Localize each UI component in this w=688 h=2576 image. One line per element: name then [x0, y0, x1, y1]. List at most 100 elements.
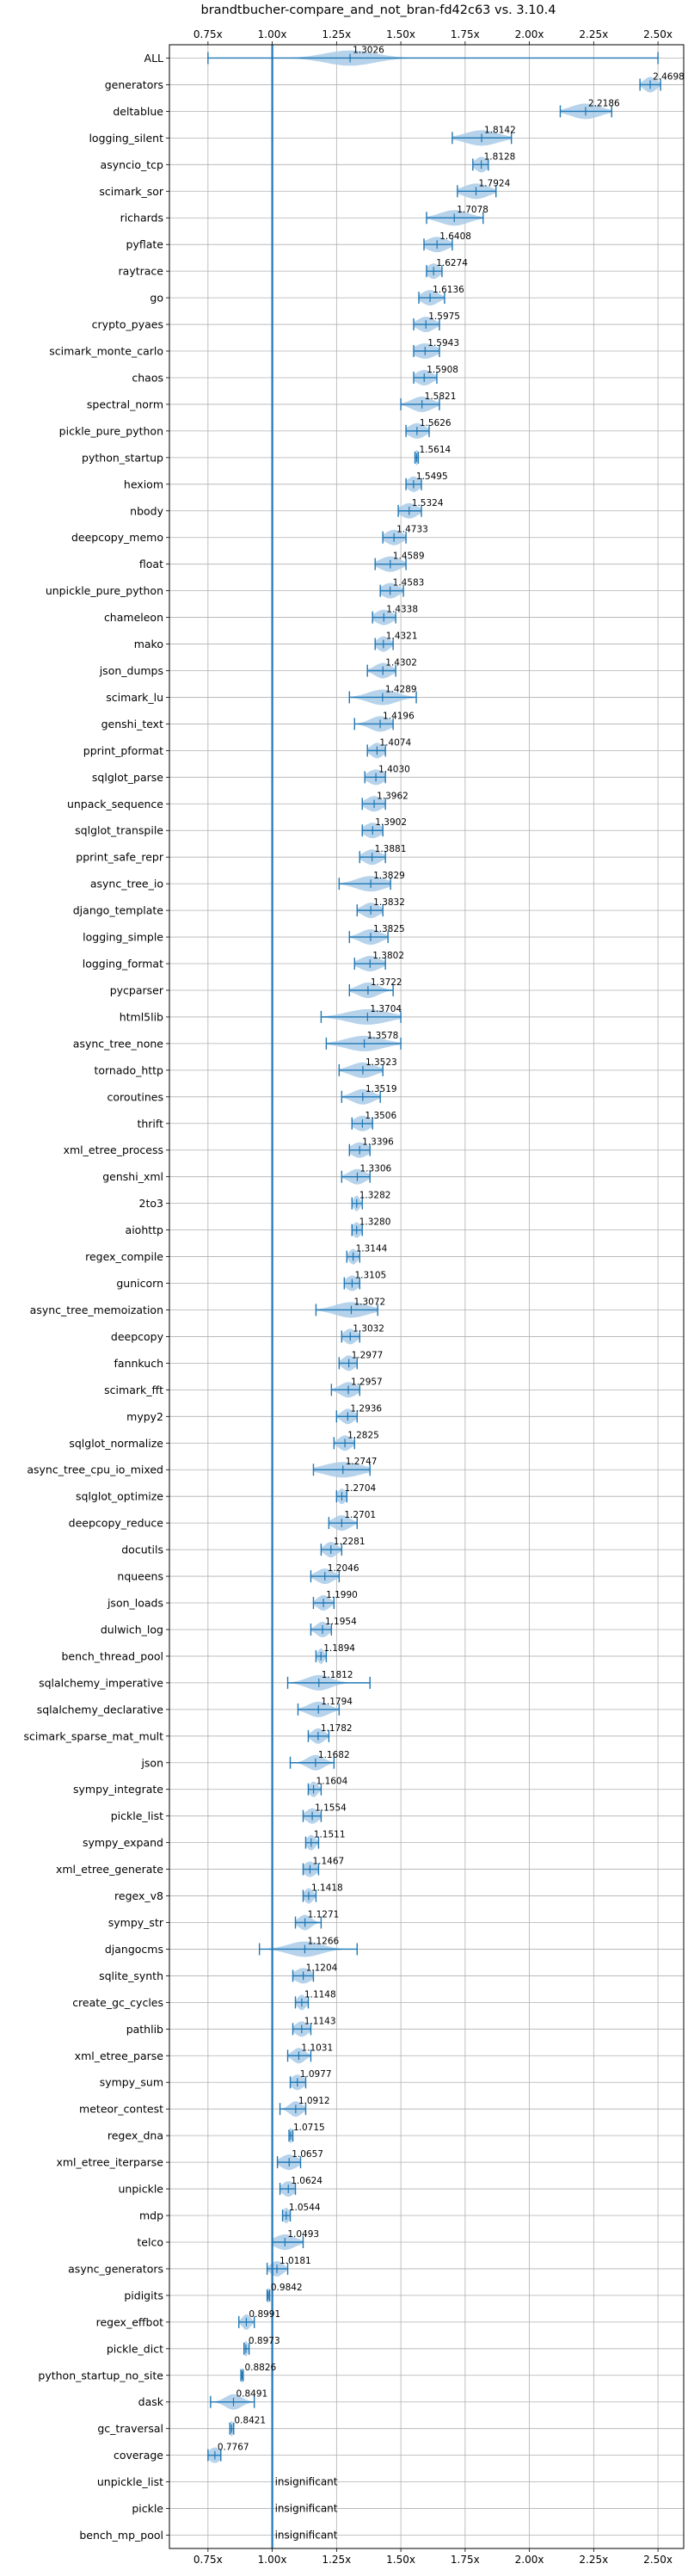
value-label: 0.8491	[236, 2389, 267, 2400]
y-tick-label: sqlglot_normalize	[69, 1437, 163, 1450]
y-tick-label: unpickle_pure_python	[46, 584, 163, 597]
value-label: 0.8826	[244, 2363, 276, 2373]
value-label: 1.2046	[328, 1563, 359, 1574]
y-tick-label: regex_compile	[85, 1250, 163, 1263]
value-label: 0.7767	[218, 2443, 249, 2453]
value-label: 1.3825	[373, 924, 405, 934]
value-label: 1.3026	[353, 45, 384, 55]
x-tick-label-top: 2.50x	[643, 28, 673, 40]
y-tick-label: logging_format	[83, 958, 163, 971]
y-tick-label: pycparser	[110, 983, 164, 996]
x-tick-label-bottom: 1.75x	[451, 2554, 480, 2566]
y-tick-label: async_tree_io	[90, 878, 163, 891]
value-label: 1.5821	[425, 391, 457, 402]
axes-layer: 0.75x 0.75x 1.00x 1.00x 1.25x 1.25x 1.50x 1.50x…	[24, 28, 685, 2566]
y-tick-label: xml_etree_process	[64, 1143, 163, 1156]
y-tick-label: regex_v8	[114, 1889, 163, 1902]
value-label: 1.3902	[375, 817, 407, 828]
y-tick-label: sympy_expand	[83, 1836, 163, 1849]
value-label: 1.7924	[479, 178, 511, 188]
value-label: 1.2936	[350, 1403, 382, 1414]
value-label: 1.3829	[373, 871, 405, 881]
value-label: 1.1271	[308, 1910, 340, 1920]
value-label: 1.3832	[373, 897, 405, 908]
y-tick-label: sympy_str	[108, 1916, 164, 1929]
y-tick-label: deepcopy	[111, 1330, 164, 1343]
value-label: 0.9842	[271, 2283, 303, 2293]
y-tick-label: spectral_norm	[87, 397, 163, 410]
value-label: 1.2704	[344, 1483, 376, 1494]
y-tick-label: deepcopy_memo	[71, 531, 163, 544]
x-tick-label-top: 1.00x	[258, 28, 287, 40]
value-label: 1.4338	[386, 605, 418, 615]
value-label: 1.0624	[291, 2176, 322, 2186]
y-tick-label: pickle_dict	[107, 2342, 163, 2355]
value-label: 1.2977	[352, 1350, 384, 1360]
insignificant-label: insignificant	[275, 2530, 338, 2542]
value-label: 2.4698	[653, 71, 685, 82]
value-label: 1.4289	[385, 684, 417, 694]
y-tick-label: genshi_text	[101, 718, 163, 730]
value-label: 1.1782	[321, 1723, 353, 1734]
y-tick-label: async_generators	[68, 2262, 163, 2275]
y-tick-label: chaos	[132, 371, 163, 384]
x-tick-label-bottom: 2.25x	[579, 2554, 608, 2566]
x-tick-label-bottom: 1.25x	[322, 2554, 351, 2566]
y-tick-label: generators	[105, 78, 163, 91]
insignificant-label: insignificant	[275, 2503, 338, 2515]
value-label: 1.0715	[293, 2123, 325, 2133]
y-tick-label: pprint_pformat	[83, 744, 163, 757]
value-label: 1.3962	[377, 791, 408, 801]
y-tick-label: pickle_pure_python	[59, 424, 163, 437]
x-tick-label-top: 2.25x	[579, 28, 608, 40]
value-label: 1.3722	[371, 977, 402, 988]
y-tick-label: ALL	[144, 52, 164, 65]
y-tick-label: bench_thread_pool	[61, 1649, 163, 1662]
y-tick-label: xml_etree_generate	[56, 1863, 163, 1876]
value-label: 1.1467	[312, 1857, 344, 1867]
value-label: 1.2825	[347, 1430, 379, 1440]
y-tick-label: tornado_http	[94, 1063, 163, 1076]
value-label: 1.0977	[300, 2069, 332, 2080]
value-label: 1.3802	[372, 951, 404, 961]
y-tick-label: mypy2	[126, 1410, 163, 1423]
y-tick-label: sympy_integrate	[73, 1783, 163, 1796]
y-tick-label: async_tree_none	[73, 1037, 164, 1050]
y-tick-label: 2to3	[139, 1197, 163, 1210]
x-tick-label-top: 1.50x	[386, 28, 415, 40]
value-label: 1.2701	[344, 1510, 376, 1520]
value-label: 1.8128	[484, 151, 516, 162]
y-tick-label: logging_silent	[89, 132, 163, 145]
value-label: 1.3306	[359, 1164, 391, 1174]
chart-title: brandtbucher-compare_and_not_bran-fd42c6…	[200, 3, 556, 17]
y-tick-label: deltablue	[113, 105, 163, 118]
y-tick-label: sqlglot_transpile	[75, 824, 163, 837]
value-label: 1.6408	[439, 231, 471, 242]
value-label: 1.6136	[433, 285, 464, 295]
violin-layer	[207, 50, 661, 2463]
value-label: 1.4074	[379, 737, 411, 748]
y-tick-label: logging_simple	[83, 931, 163, 944]
y-tick-label: json	[140, 1756, 163, 1769]
value-label: 0.8421	[234, 2416, 266, 2426]
y-tick-label: scimark_fft	[104, 1384, 163, 1396]
y-tick-label: create_gc_cycles	[72, 1996, 163, 2009]
value-label: 1.1266	[307, 1936, 339, 1946]
x-tick-label-bottom: 1.00x	[258, 2554, 287, 2566]
y-tick-label: gc_traversal	[97, 2422, 163, 2435]
y-tick-label: pidigits	[124, 2289, 163, 2302]
y-tick-label: sympy_sum	[100, 2076, 163, 2089]
value-label: 1.1812	[322, 1670, 353, 1680]
value-label: 1.1682	[318, 1750, 350, 1760]
value-label: 0.8973	[249, 2336, 280, 2346]
y-tick-label: pickle_list	[111, 1809, 163, 1822]
value-label: 1.2957	[351, 1377, 383, 1387]
value-label: 1.8142	[484, 125, 516, 135]
value-label: 1.3144	[356, 1244, 388, 1254]
y-tick-label: sqlalchemy_declarative	[37, 1703, 164, 1716]
y-tick-label: unpack_sequence	[67, 798, 163, 810]
y-tick-label: chameleon	[104, 611, 163, 624]
y-tick-label: scimark_monte_carlo	[49, 345, 163, 358]
